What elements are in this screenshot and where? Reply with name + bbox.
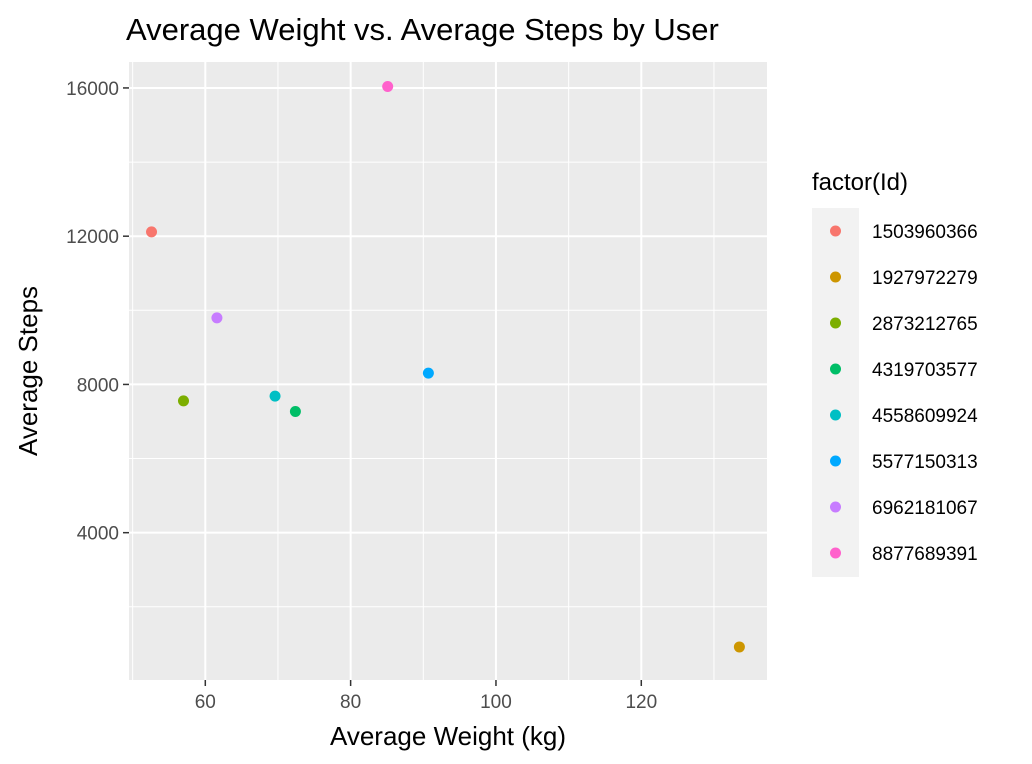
legend: factor(Id) 1503960366 1927972279 287321276… [812, 169, 978, 577]
legend-label: 1503960366 [872, 222, 978, 243]
grid-major [129, 62, 767, 680]
y-tick-label: 16000 [66, 79, 119, 100]
data-point [422, 367, 434, 379]
legend-label: 6962181067 [872, 498, 978, 519]
legend-key [830, 409, 841, 421]
y-tick-label: 12000 [66, 227, 119, 248]
x-tick-label: 120 [625, 692, 657, 713]
legend-key [830, 501, 841, 513]
plot-panel [129, 62, 767, 680]
x-tick-label: 80 [340, 692, 361, 713]
y-tick-label: 8000 [77, 375, 119, 396]
data-point [177, 395, 189, 407]
grid-minor [129, 62, 767, 680]
chart-title: Average Weight vs. Average Steps by User [126, 12, 719, 47]
legend-label: 1927972279 [872, 268, 978, 289]
legend-key [830, 547, 841, 559]
legend-title: factor(Id) [812, 169, 908, 196]
legend-label: 4319703577 [872, 360, 978, 381]
x-tick-label: 100 [480, 692, 512, 713]
legend-key [830, 317, 841, 329]
data-points [146, 80, 745, 653]
legend-key [830, 271, 841, 283]
legend-key [830, 225, 841, 237]
axis-ticks [123, 87, 643, 686]
data-point [269, 390, 281, 402]
legend-label: 4558609924 [872, 406, 978, 427]
data-point [289, 406, 301, 418]
x-tick-label: 60 [195, 692, 216, 713]
legend-key-background [812, 208, 859, 577]
data-point [382, 80, 394, 92]
data-point [211, 312, 223, 324]
x-axis-title: Average Weight (kg) [330, 721, 566, 751]
legend-label: 8877689391 [872, 544, 978, 565]
legend-key [830, 455, 841, 467]
y-tick-label: 4000 [77, 524, 119, 545]
y-axis-title: Average Steps [13, 286, 43, 456]
legend-label: 5577150313 [872, 452, 978, 473]
tick-labels: 60 80 100 120 4000 8000 12000 16000 [66, 79, 657, 713]
legend-key [830, 363, 841, 375]
data-point [146, 226, 158, 238]
data-point [733, 641, 745, 653]
legend-label: 2873212765 [872, 314, 978, 335]
legend-items: 1503960366 1927972279 2873212765 4319703577… [830, 222, 978, 565]
